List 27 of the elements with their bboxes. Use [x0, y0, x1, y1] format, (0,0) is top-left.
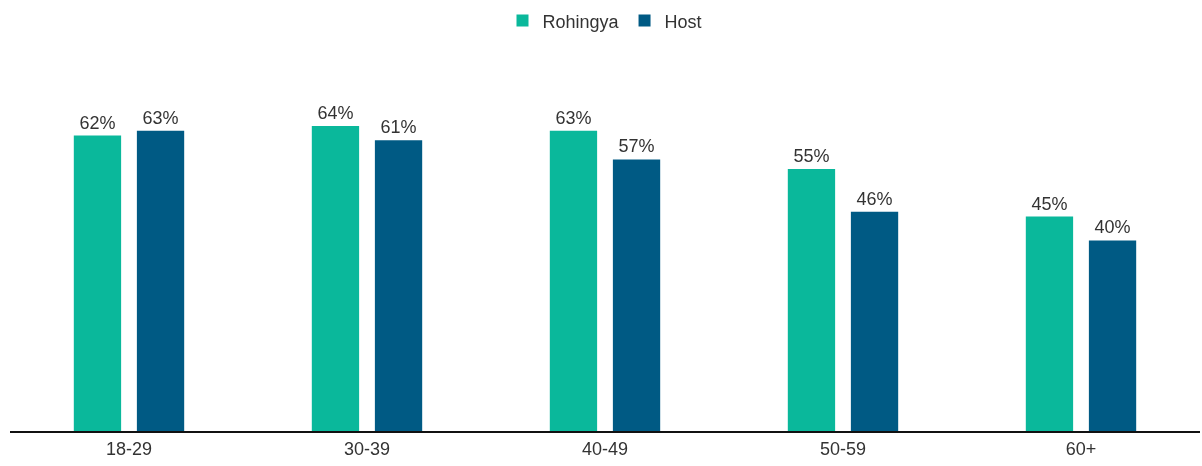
bar — [1025, 216, 1074, 431]
x-tick-label: 60+ — [1065, 438, 1097, 459]
data-label: 63% — [555, 107, 592, 128]
legend-label: Rohingya — [542, 11, 620, 32]
legend-label: Host — [664, 11, 702, 32]
x-tick-label: 30-39 — [343, 438, 391, 459]
data-label: 61% — [380, 117, 417, 138]
data-label: 46% — [856, 188, 893, 209]
data-label: 45% — [1031, 193, 1068, 214]
data-label: 40% — [1094, 217, 1131, 238]
bar — [374, 140, 423, 431]
bar — [787, 168, 836, 431]
data-label: 62% — [79, 112, 116, 133]
x-tick-label: 40-49 — [581, 438, 629, 459]
x-tick-label: 18-29 — [105, 438, 153, 459]
x-tick-label: 50-59 — [819, 438, 867, 459]
data-label: 64% — [317, 103, 354, 124]
bar — [1088, 240, 1137, 431]
bar — [549, 130, 598, 431]
bar — [311, 126, 360, 431]
bar — [612, 159, 661, 431]
bar — [136, 130, 185, 431]
data-label: 63% — [142, 107, 179, 128]
bar — [73, 135, 122, 431]
data-label: 57% — [618, 136, 655, 157]
bar — [850, 211, 899, 431]
data-label: 55% — [793, 145, 830, 166]
